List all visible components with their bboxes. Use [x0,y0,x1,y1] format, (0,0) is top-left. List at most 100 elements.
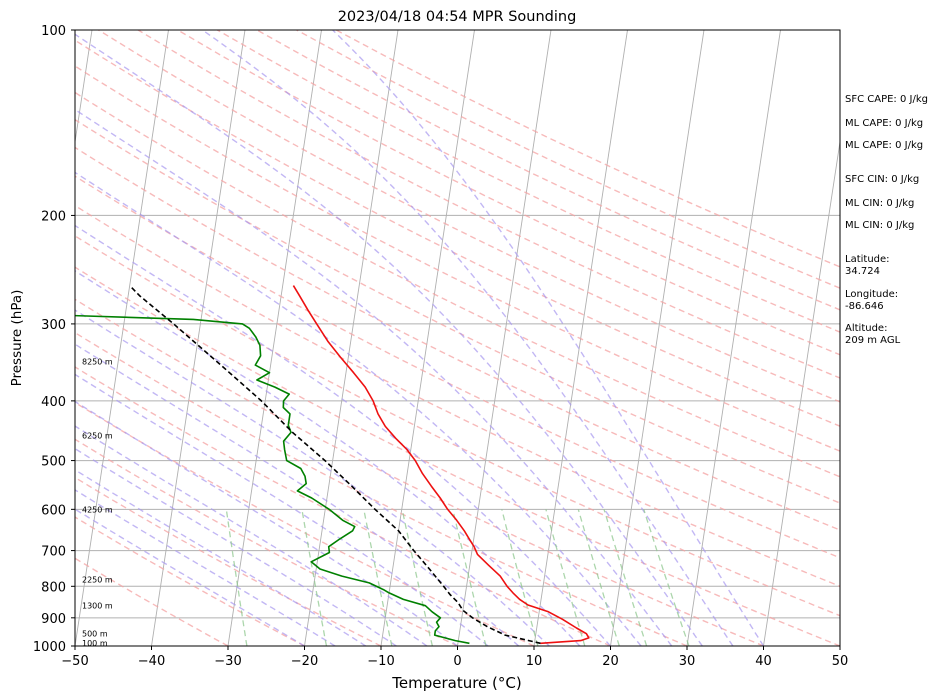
annotation-text: ML CIN: 0 J/kg [845,220,914,231]
mixing-ratio-line [452,509,487,646]
mixing-ratio-line [577,509,620,646]
dry-adiabat [75,438,458,646]
dry-adiabat [75,175,840,559]
y-tick-label: 300 [41,318,66,333]
dry-adiabat [75,235,840,617]
y-tick-label: 1000 [33,640,66,655]
isotherm [304,30,399,646]
moist-adiabat [75,373,489,646]
dry-adiabat [75,331,688,646]
height-label: 4250 m [82,505,113,514]
x-tick-label: 30 [679,654,696,669]
moist-adiabat [75,270,581,646]
parcel-path [129,285,541,645]
dry-adiabat [296,30,840,289]
height-label: 500 m [82,630,108,639]
moist-adiabat [75,400,458,646]
annotation-text: Longitude: [845,289,898,300]
height-label: 100 m [82,639,108,648]
moist-adiabat [75,224,612,646]
isotherm [380,30,475,646]
annotation-value: 34.724 [845,266,880,277]
mixing-ratio-line [545,509,586,646]
dry-adiabat [256,30,840,311]
x-tick-label: −20 [291,654,318,669]
annotation-text: ML CIN: 0 J/kg [845,198,914,209]
chart-title: 2023/04/18 04:54 MPR Sounding [338,9,577,25]
y-tick-label: 100 [41,24,66,39]
moist-adiabat [75,489,336,646]
height-label: 1300 m [82,602,113,611]
annotation-text: ML CAPE: 0 J/kg [845,140,923,151]
y-tick-label: 800 [41,580,66,595]
sounding-profiles [75,285,590,645]
moist-adiabat [332,30,765,646]
isotherm [75,30,169,646]
moist-adiabat [75,33,703,646]
dewpoint-profile [75,314,470,645]
dry-adiabat [75,146,840,531]
dry-adiabat [75,298,764,646]
mixing-ratio-line [643,509,690,646]
temperature-profile [292,285,590,645]
y-tick-label: 600 [41,503,66,518]
height-label: 2250 m [82,576,113,585]
isotherm [686,30,781,646]
x-tick-label: 0 [453,654,461,669]
y-tick-label: 200 [41,209,66,224]
annotation-text: SFC CAPE: 0 J/kg [845,94,928,105]
mixing-ratio-line [603,509,648,646]
mixing-ratio-line [363,509,393,646]
moist-adiabat [75,508,305,646]
x-tick-label: −50 [61,654,88,669]
isotherm [227,30,322,646]
dry-adiabat [75,557,229,646]
stats-annotations: SFC CAPE: 0 J/kg ML CAPE: 0 J/kg ML CAPE: … [845,94,928,346]
x-tick-label: −40 [138,654,165,669]
dry-adiabat [137,30,840,379]
mixing-ratio-line [401,509,434,646]
x-tick-label: −30 [214,654,241,669]
annotation-text: SFC CIN: 0 J/kg [845,174,919,185]
x-tick-label: 20 [602,654,619,669]
moist-adiabat [202,30,734,646]
dry-adiabat [75,266,840,646]
mixing-ratio-line [225,509,248,646]
thermo-background [75,30,840,646]
dry-adiabat [75,516,305,646]
dry-adiabat [75,39,840,427]
isotherm [763,138,840,646]
y-tick-label: 900 [41,612,66,627]
moist-adiabat [75,171,642,646]
height-label: 6250 m [82,431,113,440]
x-tick-label: 50 [832,654,849,669]
dry-adiabat [75,118,840,504]
axis-ticks: −50 −40 −30 −20 −10 0 10 20 30 40 50 1000 900 800 700 6… [33,24,848,669]
dry-adiabat [75,204,840,588]
annotation-text: Latitude: [845,254,890,265]
moist-adiabat [75,469,367,646]
moist-adiabat [75,309,550,646]
x-axis-label: Temperature (°C) [391,674,521,692]
isotherm [75,30,93,145]
mixing-ratio-line [501,509,539,646]
dry-adiabat [75,366,611,646]
x-tick-label: 10 [526,654,543,669]
y-tick-label: 700 [41,545,66,560]
annotation-value: 209 m AGL [845,335,901,346]
dry-adiabat [177,30,840,356]
isotherm [151,30,246,646]
y-tick-label: 400 [41,395,66,410]
annotation-text: Altitude: [845,323,887,334]
x-tick-label: −10 [367,654,394,669]
dry-adiabat [75,401,535,646]
moist-adiabat [75,447,397,646]
annotation-text: ML CAPE: 0 J/kg [845,118,923,129]
y-tick-label: 500 [41,455,66,470]
isotherm [457,30,552,646]
x-tick-label: 40 [755,654,772,669]
y-axis-label: Pressure (hPa) [9,290,25,387]
isotherm [610,30,705,646]
